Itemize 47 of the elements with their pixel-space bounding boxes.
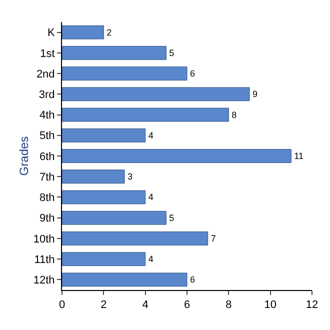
data-label: 11 [294,151,304,161]
y-tick-label: 5th [40,130,55,142]
x-tick-label: 10 [264,299,276,312]
y-tick-label: 1st [40,48,55,60]
x-tick-label: 6 [184,299,190,312]
data-label: 6 [190,274,196,285]
bar [62,170,125,184]
data-label: 5 [169,48,174,58]
y-axis-title: Grades [17,136,31,176]
y-tick-label: 11th [34,254,55,266]
data-label: 8 [232,110,237,120]
data-label: 3 [128,172,133,182]
data-label: 9 [252,89,258,100]
y-tick-label: 10th [33,233,55,246]
data-label: 2 [106,27,112,38]
data-label: 4 [148,130,154,140]
data-label: 6 [190,68,196,79]
x-tick-label: 12 [306,299,318,312]
x-tick-label: 2 [100,299,107,312]
bar [62,210,166,225]
y-tick-label: 9th [40,212,55,225]
data-label: 7 [210,233,216,244]
bar [62,272,188,287]
y-tick-label: 12th [33,274,55,287]
y-tick-label: 2nd [36,68,55,80]
bar [62,149,292,163]
data-label: 4 [148,192,154,202]
y-tick-label: 7th [40,171,55,184]
bar [62,25,104,40]
bar [62,128,146,142]
bar [62,46,166,60]
bar [62,108,229,122]
x-tick-label: 0 [58,299,66,312]
y-tick-label: 4th [40,110,55,122]
bar [62,232,208,246]
bar [62,87,250,102]
x-tick-label: 4 [142,299,148,312]
y-tick-label: 3rd [38,89,55,101]
bar [62,66,188,80]
data-label: 4 [148,254,154,264]
y-tick-label: K [47,27,56,40]
y-tick-label: 6th [40,150,55,163]
x-tick-label: 8 [226,299,232,312]
bar [62,190,146,204]
y-tick-label: 8th [40,192,55,204]
data-label: 5 [169,212,174,223]
bar [62,252,146,266]
